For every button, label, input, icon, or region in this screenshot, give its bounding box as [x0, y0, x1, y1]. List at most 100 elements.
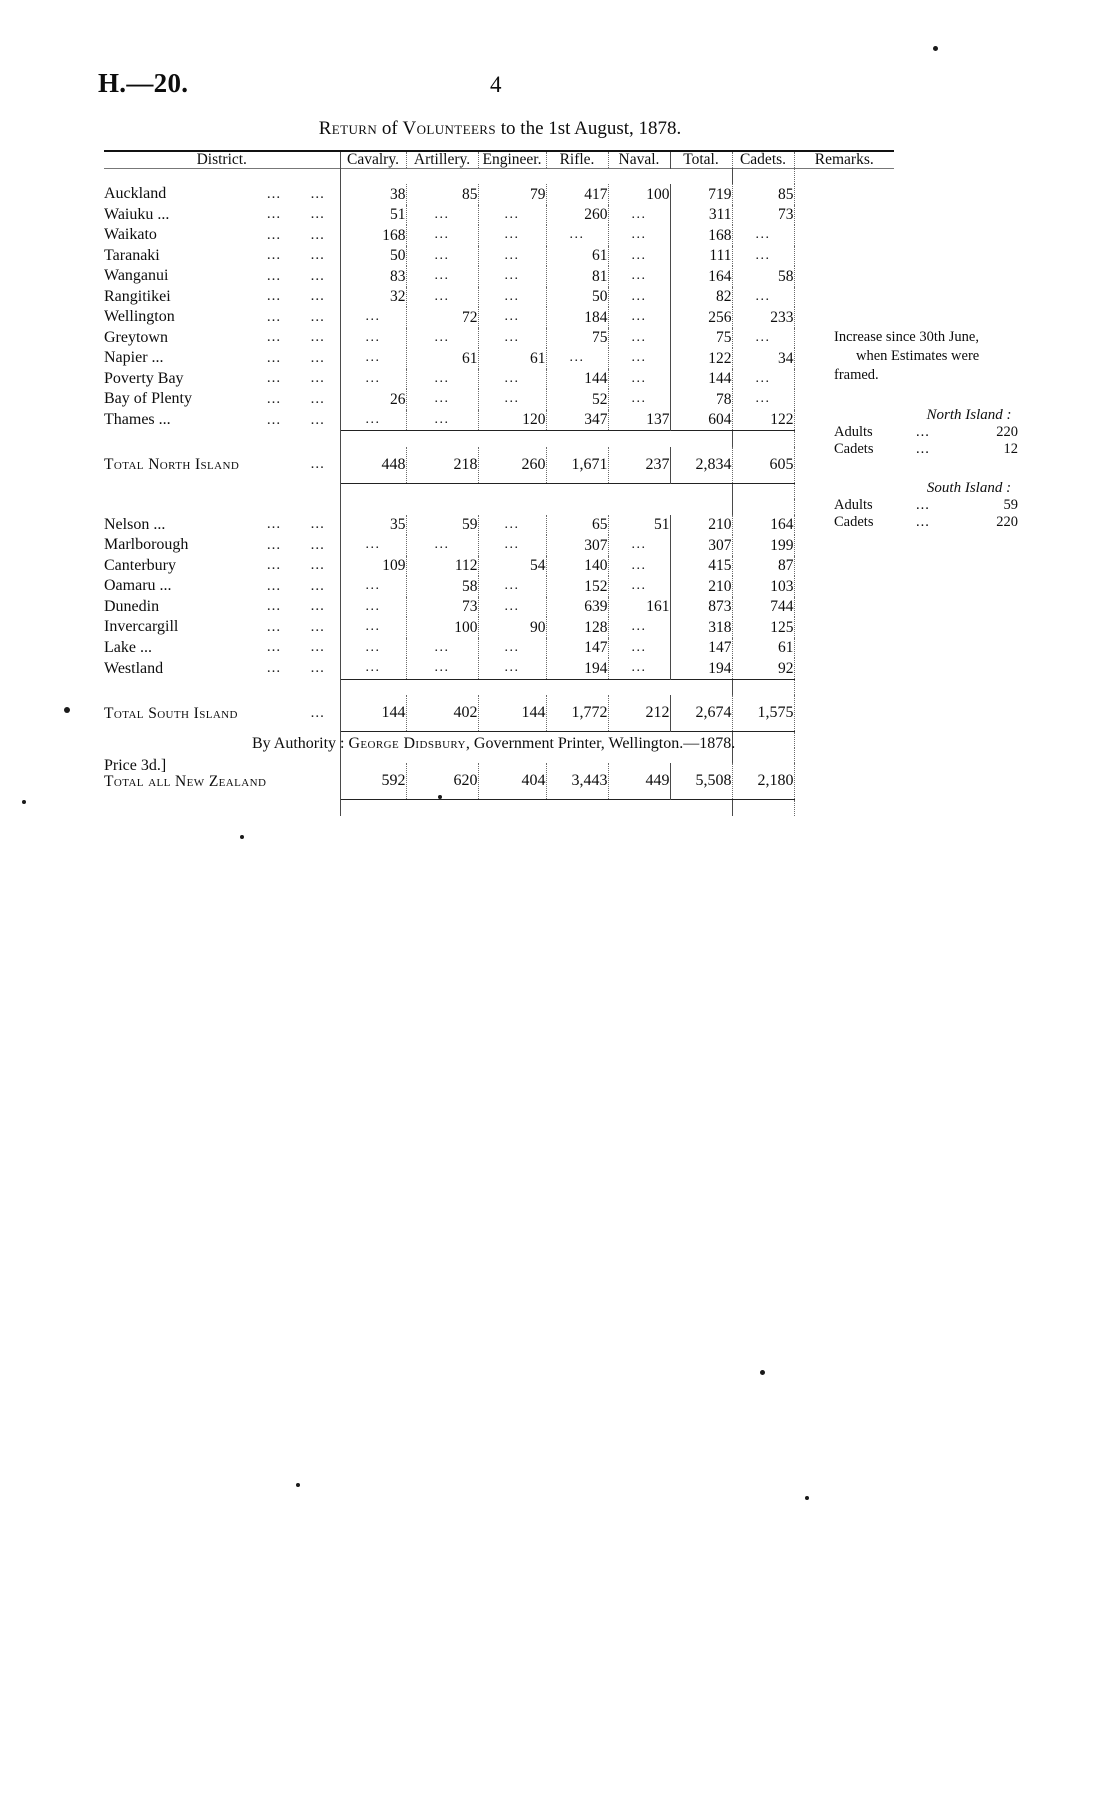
cell-cadets: ...: [731, 225, 794, 246]
cell-naval: ...: [607, 204, 670, 225]
cell-cadets: ...: [731, 286, 794, 307]
cell-cavalry: 35: [339, 514, 406, 535]
cell-naval: ...: [607, 225, 670, 246]
cell-engineer: ...: [477, 286, 546, 307]
table-row: Wellington......... 72... 184... 256 233: [104, 307, 894, 328]
caption-subject: Volunteers: [402, 118, 497, 139]
cell-cavalry: ...: [339, 617, 406, 638]
cell-engineer: 90: [477, 617, 546, 638]
spacer-cell: [252, 800, 296, 816]
remarks-north-island-group: North Island : Adults ... 220 Cadets ...…: [834, 407, 1084, 458]
cell-engineer: ...: [477, 658, 546, 679]
cell-engineer: ...: [477, 204, 546, 225]
total-cell-rifle: 3,443: [545, 763, 608, 800]
spacer-cell: [731, 430, 794, 447]
cell-engineer: ...: [477, 327, 546, 348]
cell-remarks: [793, 286, 894, 307]
spacer-cell: [546, 799, 608, 816]
leader-dots: ...: [310, 370, 325, 387]
cell-rifle: 81: [545, 266, 608, 287]
total-cell-cavalry: 144: [339, 695, 406, 732]
leader-dots: ...: [266, 516, 282, 533]
cell-total: 164: [669, 266, 732, 287]
authority-prefix: By Authority :: [252, 735, 345, 752]
district-name: Rangitikei: [104, 287, 171, 305]
spacer-cell: [252, 499, 296, 515]
cell-cadets: 744: [731, 596, 794, 617]
total-row: Total South Island... 144 402 144 1,772 212 2,…: [104, 695, 894, 732]
remarks-north-adults-label: Adults: [834, 423, 873, 440]
cell-total: 415: [669, 555, 732, 576]
spacer-cell: [793, 168, 894, 184]
remarks-north-cadets-leader: ...: [916, 440, 930, 457]
spacer-cell: [339, 482, 406, 499]
cell-total: 147: [669, 637, 732, 658]
cell-rifle: 147: [545, 637, 608, 658]
page-number: 4: [490, 72, 502, 97]
remarks-north-island-title: North Island :: [926, 406, 1012, 423]
spacer-cell: [731, 747, 794, 763]
spacer-cell: [670, 678, 732, 695]
total-cell-cavalry: 448: [339, 446, 406, 483]
spacer-cell: [252, 483, 296, 499]
leader-dots: ...: [266, 288, 282, 305]
col-header-cadets: Cadets.: [731, 151, 794, 168]
price-line: Price 3d.]: [104, 757, 167, 774]
cell-cavalry: ...: [339, 327, 406, 348]
cell-engineer: ...: [477, 368, 546, 389]
cell-cadets: 85: [731, 184, 794, 205]
leader-dots: ...: [310, 349, 325, 366]
cell-artillery: ...: [405, 327, 478, 348]
header-row: District. Cavalry. Artillery. Engineer. …: [104, 151, 894, 168]
cell-total: 318: [669, 617, 732, 638]
cell-cavalry: ...: [339, 658, 406, 679]
cell-rifle: ...: [545, 348, 608, 369]
total-cell-rifle: 1,772: [545, 695, 608, 732]
total-row: Total North Island... 448 218 260 1,671 237 2,…: [104, 446, 894, 483]
total-cell-total: 2,834: [669, 446, 732, 483]
district-name: Napier ...: [104, 349, 164, 367]
spacer-row: [104, 430, 894, 447]
cell-rifle: 128: [545, 617, 608, 638]
leader-dots: ...: [266, 411, 282, 428]
cell-remarks: [793, 514, 894, 535]
leader-dots: ...: [310, 226, 325, 243]
volunteers-return-table: District. Cavalry. Artillery. Engineer. …: [104, 150, 1018, 816]
spacer-cell: [608, 799, 670, 816]
cell-engineer: ...: [477, 596, 546, 617]
district-name: Canterbury: [104, 556, 176, 574]
spacer-cell: [104, 679, 252, 695]
cell-cadets: 87: [731, 555, 794, 576]
table-row: Lake .................. 147... 147 61: [104, 637, 894, 658]
remarks-north-cadets-line: Cadets ... 12: [834, 441, 1084, 458]
remarks-note-line2: when Estimates were: [856, 347, 980, 364]
district-name: Nelson ...: [104, 515, 166, 533]
spacer-row: [104, 168, 894, 184]
cell-naval: 161: [607, 596, 670, 617]
total-cell-naval: 237: [607, 446, 670, 483]
cell-artillery: ...: [405, 389, 478, 410]
total-cell-total: 2,674: [669, 695, 732, 732]
caption-tail: to the 1st August, 1878.: [500, 118, 682, 139]
spacer-cell: [793, 499, 894, 515]
leader-dots: ...: [310, 390, 325, 407]
cell-total: 307: [669, 535, 732, 556]
cell-total: 144: [669, 368, 732, 389]
cell-total: 122: [669, 348, 732, 369]
cell-artillery: 72: [405, 307, 478, 328]
spacer-cell: [406, 499, 478, 515]
spacer-cell: [546, 482, 608, 499]
leader-dots: ...: [310, 308, 325, 325]
table-body: Auckland...... 38 85 79 417 100 719 85 Waiuku .…: [104, 168, 894, 816]
spacer-cell: [731, 499, 794, 515]
cell-rifle: 144: [545, 368, 608, 389]
scan-speck-center: [438, 795, 442, 799]
total-cell-naval: 449: [607, 763, 670, 800]
cell-remarks: [793, 266, 894, 287]
cell-cavalry: 32: [339, 286, 406, 307]
cell-naval: 137: [607, 409, 670, 431]
cell-cadets: 61: [731, 637, 794, 658]
cell-remarks: [793, 409, 894, 431]
spacer-cell: [296, 679, 340, 695]
spacer-cell: [546, 168, 608, 184]
